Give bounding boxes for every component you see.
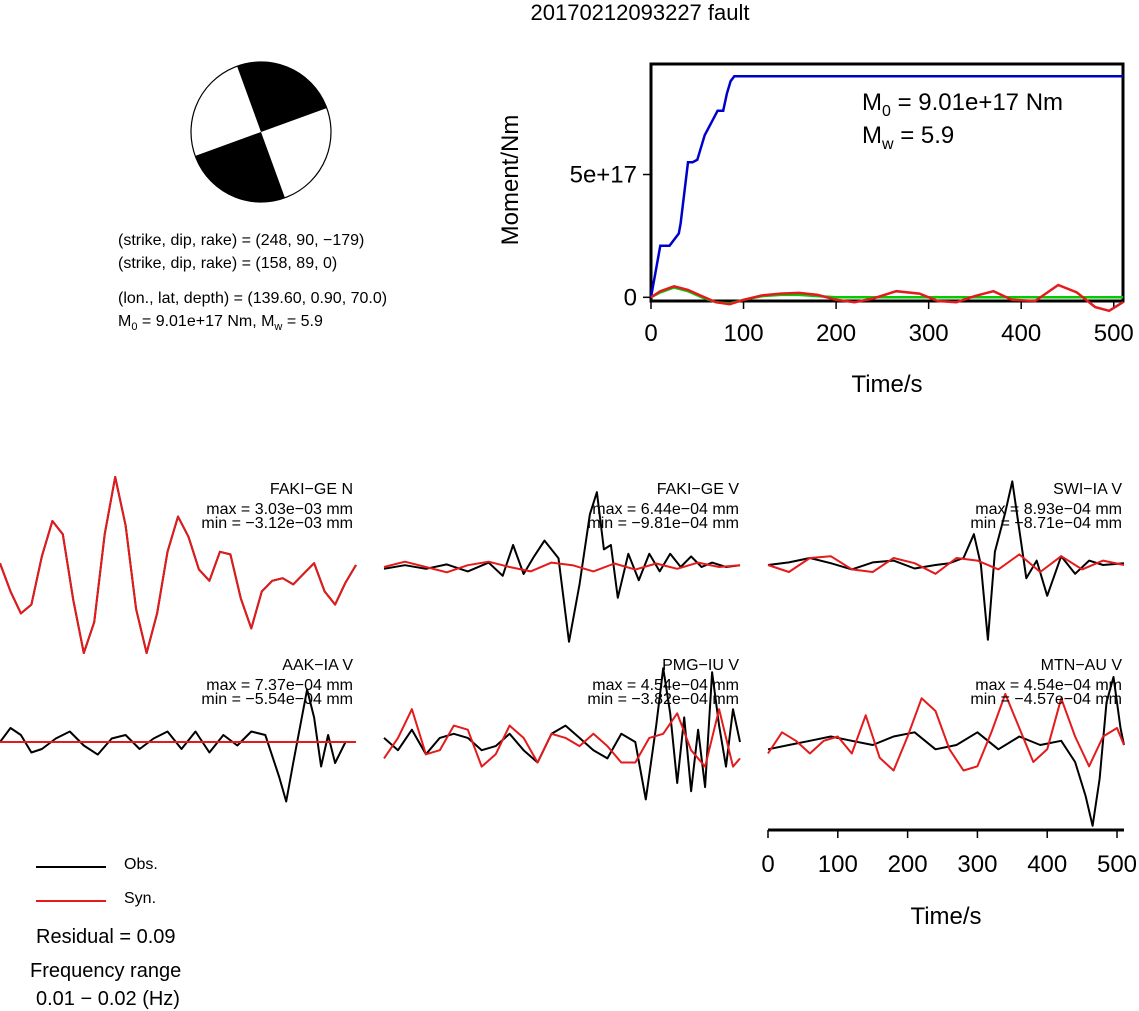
max-label: max = 3.03e−03 mm: [206, 501, 353, 518]
nodal-plane-1: (strike, dip, rake) = (248, 90, −179): [118, 232, 365, 249]
min-label: min = −5.54e−04 mm: [201, 691, 353, 708]
min-label: min = −3.82e−04 mm: [587, 691, 739, 708]
station-label: AAK−IA V: [282, 657, 353, 674]
max-label: max = 4.54e−04 mm: [592, 677, 739, 694]
moment-xlabel: Time/s: [851, 371, 922, 398]
synthetic-trace: [383, 560, 741, 574]
max-label: max = 8.93e−04 mm: [975, 501, 1122, 518]
station-label: SWI−IA V: [1053, 481, 1122, 498]
synthetic-trace: [767, 553, 1125, 575]
moment-xtick-label: 100: [724, 320, 764, 347]
waveform-xlabel: Time/s: [910, 903, 981, 930]
legend-syn-line: [36, 900, 106, 902]
page-title: 20170212093227 fault: [530, 0, 750, 25]
legend-obs-line: [36, 866, 106, 868]
min-label: min = −4.57e−04 mm: [970, 691, 1122, 708]
legend-syn-label: Syn.: [124, 890, 157, 907]
max-label: max = 6.44e−04 mm: [592, 501, 739, 518]
synthetic-trace: [383, 708, 741, 768]
moment-xtick-label: 500: [1094, 320, 1134, 347]
beachball-icon: [190, 61, 332, 203]
min-label: min = −3.12e−03 mm: [201, 515, 353, 532]
moment-series: [649, 75, 1124, 313]
observed-trace: [383, 667, 741, 801]
station-label: FAKI−GE N: [270, 481, 353, 498]
station-label: FAKI−GE V: [657, 481, 740, 498]
observed-trace: [0, 688, 356, 803]
observed-trace: [767, 676, 1125, 827]
moment-magnitude-text: M0 = 9.01e+17 Nm, Mw = 5.9: [118, 313, 323, 334]
station-label: PMG−IU V: [662, 657, 739, 674]
moment-plot-frame: [649, 62, 1125, 303]
waveform-xtick-label: 100: [818, 851, 858, 878]
synthetic-trace: [0, 476, 357, 654]
moment-xtick-label: 0: [644, 320, 657, 347]
nodal-plane-2: (strike, dip, rake) = (158, 89, 0): [118, 255, 338, 272]
max-label: max = 4.54e−04 mm: [975, 677, 1122, 694]
moment-series-0: [649, 75, 1123, 298]
waveform-xtick-label: 300: [957, 851, 997, 878]
synthetic-trace: [767, 693, 1125, 772]
moment-series-2: [650, 283, 1124, 313]
waveform-xtick-label: 500: [1097, 851, 1137, 878]
moment-axes: 0 100 200 300 400 500 0 5e+17: [570, 162, 1134, 347]
hypocenter-location: (lon., lat, depth) = (139.60, 0.90, 70.0…: [118, 290, 388, 307]
observed-trace: [767, 480, 1125, 641]
frequency-range-label: Frequency range: [30, 960, 182, 982]
min-label: min = −9.81e−04 mm: [587, 515, 739, 532]
moment-ytick-label: 0: [624, 284, 637, 311]
moment-xtick-label: 200: [816, 320, 856, 347]
min-label: min = −8.71e−04 mm: [970, 515, 1122, 532]
waveform-time-axis: 0 100 200 300 400 500: [761, 828, 1137, 878]
moment-ylabel: Moment/Nm: [497, 115, 524, 246]
moment-xtick-label: 400: [1001, 320, 1041, 347]
moment-xtick-label: 300: [909, 320, 949, 347]
max-label: max = 7.37e−04 mm: [206, 677, 353, 694]
station-label: MTN−AU V: [1041, 657, 1123, 674]
waveform-xtick-label: 200: [888, 851, 928, 878]
moment-annotation-m0: M0 = 9.01e+17 Nm: [862, 89, 1063, 120]
observed-trace: [383, 491, 741, 643]
moment-annotation-mw: Mw = 5.9: [862, 122, 954, 153]
residual-text: Residual = 0.09: [36, 926, 176, 948]
waveform-xtick-label: 0: [761, 851, 774, 878]
frequency-range-value: 0.01 − 0.02 (Hz): [36, 988, 180, 1010]
waveform-xtick-label: 400: [1027, 851, 1067, 878]
moment-ytick-label: 5e+17: [570, 162, 637, 189]
legend-obs-label: Obs.: [124, 856, 158, 873]
